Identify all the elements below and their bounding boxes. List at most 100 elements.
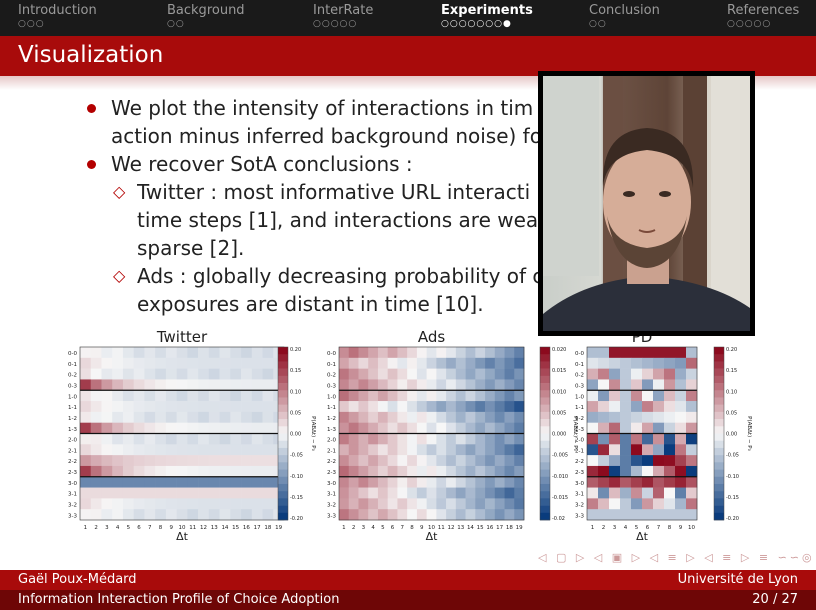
- nav-section-experiments[interactable]: Experiments ○○○○○○○●: [441, 3, 533, 30]
- colorbar-segment: [540, 440, 550, 449]
- heatmap-cell: [155, 498, 167, 510]
- heatmap-cell: [620, 368, 632, 380]
- heatmap-cell: [587, 455, 599, 467]
- nav-section-interrate[interactable]: InterRate ○○○○○: [313, 3, 373, 30]
- heatmap-cell: [165, 422, 177, 434]
- colorbar-tick-label: -0.005: [552, 453, 568, 459]
- heatmap-cell: [598, 379, 610, 391]
- heatmap-cell: [230, 487, 242, 499]
- heatmap-cell: [504, 455, 515, 467]
- heatmap-cell: [620, 411, 632, 423]
- heatmap-cell: [653, 444, 665, 456]
- heatmap-cell: [112, 347, 124, 359]
- heatmap-cell: [230, 444, 242, 456]
- nav-section-dots[interactable]: ○○: [167, 19, 185, 29]
- y-tick-label: 2-0: [327, 438, 336, 444]
- heatmap-cell: [208, 401, 220, 413]
- heatmap-cell: [112, 455, 124, 467]
- heatmap-cell: [397, 433, 408, 445]
- heatmap-cell: [101, 487, 113, 499]
- nav-section-dots[interactable]: ○○○○○: [313, 19, 358, 29]
- colorbar-segment: [714, 447, 724, 456]
- colorbar-segment: [714, 361, 724, 369]
- heatmap-cell: [155, 368, 167, 380]
- heatmap-cell: [176, 465, 188, 478]
- heatmap-cell: [664, 509, 676, 521]
- nav-section-dots[interactable]: ○○○○○○○●: [441, 19, 512, 29]
- heatmap-cell: [446, 401, 457, 413]
- heatmap-cell: [426, 379, 437, 391]
- colorbar-frame: [713, 346, 725, 521]
- heatmap-cell: [465, 465, 476, 478]
- heatmap-cell: [426, 411, 437, 423]
- colorbar-tick-label: -0.15: [726, 495, 739, 501]
- nav-section-references[interactable]: References ○○○○○: [727, 3, 799, 30]
- colorbar-segment: [278, 447, 288, 456]
- heatmap-cell: [494, 411, 505, 423]
- heatmap-cell: [620, 498, 632, 510]
- heatmap-cell: [80, 401, 92, 413]
- heatmap-cell: [387, 411, 398, 423]
- heatmap-cell: [101, 401, 113, 413]
- nav-section-dots[interactable]: ○○: [589, 19, 607, 29]
- heatmap-cell: [446, 455, 457, 467]
- heatmap-cell: [631, 422, 643, 434]
- heatmap-cell: [620, 444, 632, 456]
- heatmap-cell: [101, 347, 113, 359]
- colorbar-tick-label: 0.05: [290, 410, 301, 416]
- webcam-overlay[interactable]: [538, 71, 755, 336]
- nav-section-background[interactable]: Background ○○: [167, 3, 245, 30]
- colorbar-segment: [278, 411, 288, 420]
- y-tick-label: 0-0: [327, 351, 336, 357]
- colorbar-label: P(ABΔt) − P₀: [572, 416, 578, 451]
- heatmap-cell: [176, 379, 188, 391]
- heatmap-cell: [187, 498, 199, 510]
- x-tick-label: 8: [668, 525, 672, 531]
- heatmap-cell: [80, 465, 92, 478]
- heatmap-cell: [219, 357, 231, 369]
- heatmap-cell: [241, 357, 253, 369]
- heatmap-cell: [686, 433, 698, 445]
- heatmap-cell: [485, 433, 496, 445]
- heatmap-cell: [598, 390, 610, 402]
- heatmap-cell: [165, 347, 177, 359]
- beamer-navigation-symbols[interactable]: ◁ ▢ ▷ ◁ ▣ ▷ ◁ ≡ ▷ ◁ ≡ ▷ ≡ ∽∽◎: [538, 551, 815, 564]
- heatmap-cell: [514, 379, 525, 391]
- heatmap-cell: [90, 509, 102, 521]
- nav-section-introduction[interactable]: Introduction ○○○: [18, 3, 97, 30]
- heatmap-cell: [144, 465, 156, 478]
- heatmap-cell: [609, 347, 621, 359]
- heatmap-cell: [339, 433, 350, 445]
- nav-section-conclusion[interactable]: Conclusion ○○: [589, 3, 660, 30]
- heatmap-cell: [416, 368, 427, 380]
- colorbar-tick-label: -0.05: [290, 453, 303, 459]
- nav-section-dots[interactable]: ○○○: [18, 19, 45, 29]
- colorbar-segment: [714, 512, 724, 521]
- heatmap-cell: [187, 509, 199, 521]
- heatmap-cell: [653, 498, 665, 510]
- heatmap-cell: [387, 433, 398, 445]
- nav-section-dots[interactable]: ○○○○○: [727, 19, 772, 29]
- heatmap-cell: [122, 498, 134, 510]
- heatmap-cell: [686, 347, 698, 359]
- heatmap-cell: [165, 433, 177, 445]
- bullet-text: action minus inferred background noise) …: [111, 124, 542, 148]
- heatmap-cell: [397, 465, 408, 478]
- heatmap-cell: [90, 411, 102, 423]
- heatmap-cell: [407, 487, 418, 499]
- heatmap-cell: [686, 368, 698, 380]
- heatmap-cell: [377, 401, 388, 413]
- heatmap-cell: [675, 368, 687, 380]
- heatmap-cell: [339, 509, 350, 521]
- heatmap-cell: [675, 476, 687, 488]
- heatmap-cell: [587, 444, 599, 456]
- heatmap-cell: [176, 509, 188, 521]
- heatmap-cell: [675, 509, 687, 521]
- y-tick-label: 1-0: [575, 394, 584, 400]
- heatmap-cell: [675, 379, 687, 391]
- heatmap-cell: [90, 390, 102, 402]
- heatmap-cell: [426, 401, 437, 413]
- y-tick-label: 2-0: [575, 438, 584, 444]
- colorbar-tick-label: 0.15: [726, 368, 737, 374]
- heatmap-cell: [465, 422, 476, 434]
